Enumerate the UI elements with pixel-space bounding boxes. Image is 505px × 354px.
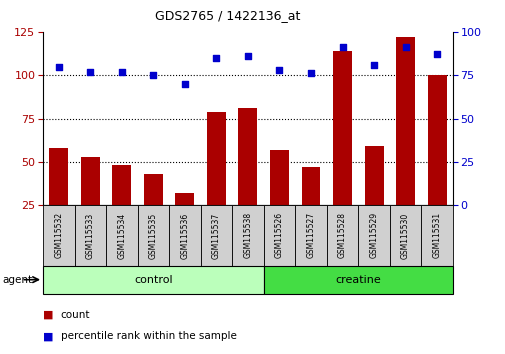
Bar <box>143 174 163 205</box>
Bar <box>43 266 263 294</box>
Text: GSM115529: GSM115529 <box>369 212 378 258</box>
Bar <box>263 205 294 266</box>
Text: GSM115534: GSM115534 <box>117 212 126 258</box>
Point <box>401 45 409 50</box>
Text: GSM115537: GSM115537 <box>212 212 221 258</box>
Bar <box>49 148 68 205</box>
Text: GSM115532: GSM115532 <box>54 212 63 258</box>
Point <box>369 62 377 68</box>
Bar <box>207 112 225 205</box>
Bar <box>238 108 257 205</box>
Text: GSM115533: GSM115533 <box>86 212 94 258</box>
Bar <box>427 75 446 205</box>
Bar <box>112 165 131 205</box>
Point <box>307 71 315 76</box>
Bar <box>106 205 137 266</box>
Point <box>86 69 94 75</box>
Bar <box>175 193 194 205</box>
Text: count: count <box>61 310 90 320</box>
Bar <box>364 146 383 205</box>
Bar <box>43 205 74 266</box>
Point <box>180 81 188 87</box>
Bar <box>358 205 389 266</box>
Point <box>275 67 283 73</box>
Bar <box>81 157 99 205</box>
Point <box>338 45 346 50</box>
Bar <box>294 205 326 266</box>
Text: GSM115536: GSM115536 <box>180 212 189 258</box>
Text: ■: ■ <box>43 331 54 341</box>
Bar <box>421 205 452 266</box>
Bar <box>169 205 200 266</box>
Bar <box>263 266 452 294</box>
Point <box>212 55 220 61</box>
Text: GSM115538: GSM115538 <box>243 212 252 258</box>
Point <box>432 52 440 57</box>
Text: creatine: creatine <box>335 275 380 285</box>
Bar <box>389 205 421 266</box>
Bar <box>301 167 320 205</box>
Text: GSM115531: GSM115531 <box>432 212 441 258</box>
Point <box>55 64 63 69</box>
Bar <box>270 150 288 205</box>
Point <box>118 69 126 75</box>
Text: percentile rank within the sample: percentile rank within the sample <box>61 331 236 341</box>
Point <box>149 73 157 78</box>
Bar <box>137 205 169 266</box>
Bar <box>74 205 106 266</box>
Text: GSM115527: GSM115527 <box>306 212 315 258</box>
Bar <box>395 37 414 205</box>
Text: GDS2765 / 1422136_at: GDS2765 / 1422136_at <box>155 9 300 22</box>
Text: GSM115528: GSM115528 <box>337 212 346 258</box>
Text: control: control <box>134 275 172 285</box>
Text: GSM115530: GSM115530 <box>400 212 409 258</box>
Text: GSM115535: GSM115535 <box>148 212 158 258</box>
Bar <box>332 51 351 205</box>
Bar <box>200 205 232 266</box>
Bar <box>232 205 263 266</box>
Bar <box>326 205 358 266</box>
Text: ■: ■ <box>43 310 54 320</box>
Text: GSM115526: GSM115526 <box>274 212 283 258</box>
Point <box>243 53 251 59</box>
Text: agent: agent <box>3 275 33 285</box>
